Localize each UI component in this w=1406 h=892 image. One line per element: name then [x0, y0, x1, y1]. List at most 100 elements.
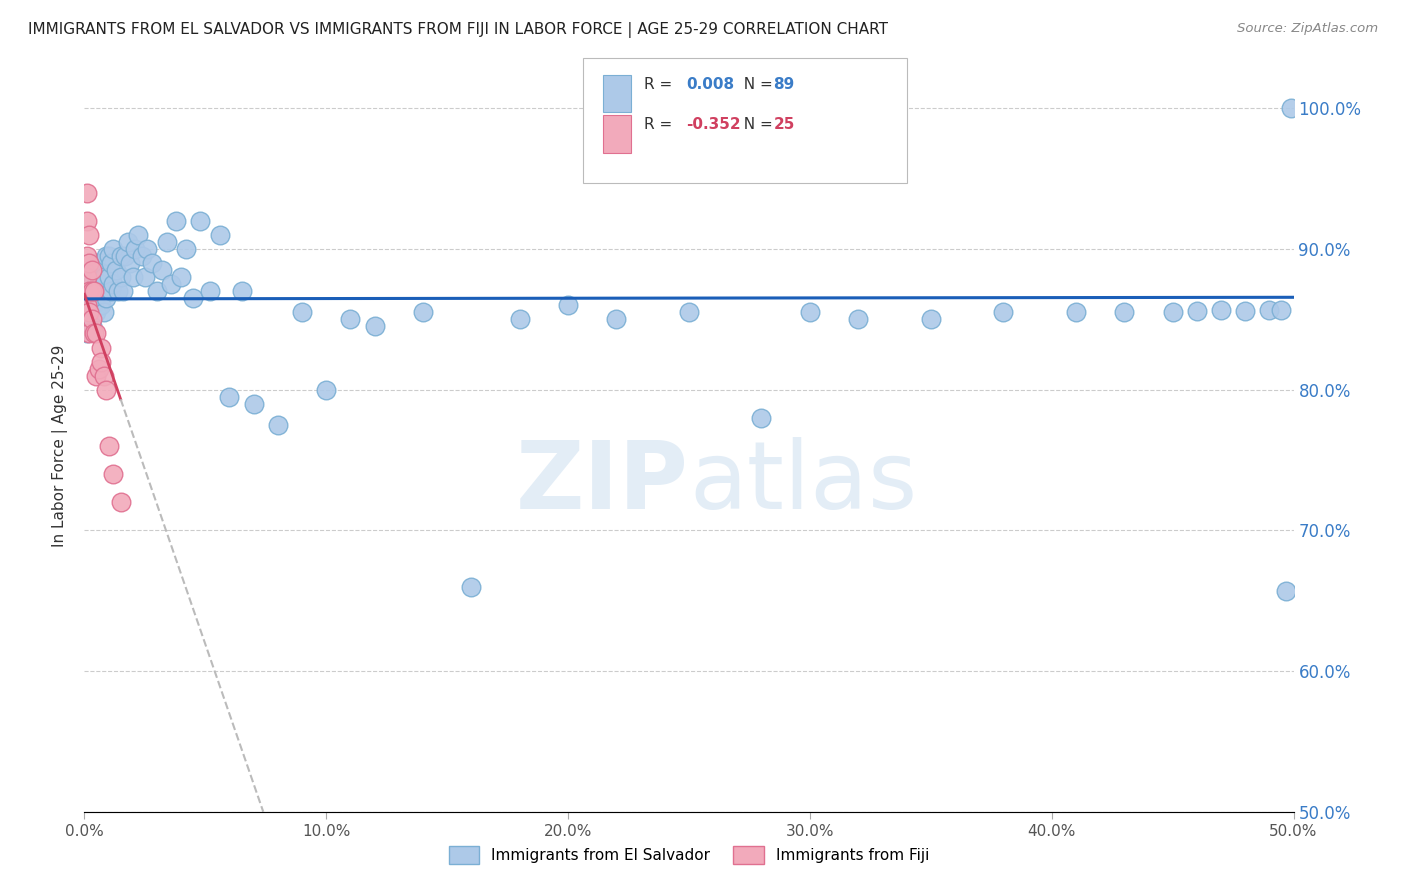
Point: [83, 285, 105, 299]
Point: [80, 270, 103, 285]
Point: [1161, 305, 1184, 319]
Point: [1270, 302, 1292, 317]
Point: [208, 227, 231, 242]
Point: [80, 298, 103, 312]
Point: [76, 298, 98, 312]
Text: 25: 25: [773, 118, 794, 132]
Point: [174, 242, 197, 256]
Text: N =: N =: [734, 118, 778, 132]
Point: [94, 291, 117, 305]
Point: [460, 580, 482, 594]
Point: [94, 383, 117, 397]
Point: [605, 312, 627, 326]
Point: [920, 312, 942, 326]
Point: [1185, 304, 1208, 318]
Point: [77, 305, 100, 319]
Point: [146, 285, 169, 299]
Text: Source: ZipAtlas.com: Source: ZipAtlas.com: [1237, 22, 1378, 36]
Point: [121, 270, 143, 285]
Point: [100, 285, 122, 299]
Point: [93, 285, 115, 299]
Point: [100, 256, 122, 270]
Point: [83, 263, 105, 277]
Text: 0.008: 0.008: [686, 78, 734, 92]
Point: [76, 249, 98, 263]
Point: [267, 417, 290, 432]
Point: [77, 312, 100, 326]
Point: [90, 298, 112, 312]
Point: [1258, 302, 1281, 317]
Point: [104, 263, 127, 277]
Point: [127, 227, 149, 242]
Point: [76, 270, 98, 285]
Point: [110, 495, 132, 509]
Point: [799, 305, 821, 319]
Point: [103, 242, 125, 256]
Point: [77, 285, 100, 299]
Point: [315, 383, 337, 397]
Text: R =: R =: [644, 78, 678, 92]
Point: [80, 319, 103, 334]
Text: -0.352: -0.352: [686, 118, 741, 132]
Point: [76, 298, 98, 312]
Text: N =: N =: [734, 78, 778, 92]
Point: [87, 298, 110, 312]
Point: [1279, 102, 1302, 116]
Point: [83, 298, 105, 312]
Point: [90, 341, 112, 355]
Point: [90, 354, 112, 368]
Y-axis label: In Labor Force | Age 25-29: In Labor Force | Age 25-29: [52, 345, 69, 547]
Point: [86, 256, 108, 270]
Point: [678, 305, 700, 319]
Point: [1275, 583, 1298, 598]
Point: [165, 214, 187, 228]
Point: [103, 467, 125, 482]
Point: [124, 242, 146, 256]
Point: [107, 285, 129, 299]
Point: [198, 285, 221, 299]
Point: [103, 277, 125, 292]
Point: [291, 305, 314, 319]
Point: [993, 305, 1015, 319]
Point: [87, 361, 110, 376]
Point: [557, 298, 579, 312]
Point: [83, 326, 105, 341]
Point: [80, 277, 103, 292]
Point: [83, 285, 105, 299]
Text: IMMIGRANTS FROM EL SALVADOR VS IMMIGRANTS FROM FIJI IN LABOR FORCE | AGE 25-29 C: IMMIGRANTS FROM EL SALVADOR VS IMMIGRANT…: [28, 22, 889, 38]
Point: [170, 270, 193, 285]
Point: [339, 312, 361, 326]
Point: [93, 270, 115, 285]
Point: [80, 312, 103, 326]
Point: [97, 270, 120, 285]
Text: atlas: atlas: [689, 436, 917, 529]
Point: [77, 291, 100, 305]
Point: [76, 326, 98, 341]
Point: [77, 277, 100, 292]
Point: [231, 285, 253, 299]
Point: [1209, 302, 1232, 317]
Point: [110, 270, 132, 285]
Point: [112, 285, 135, 299]
Point: [94, 249, 117, 263]
Point: [77, 305, 100, 319]
Point: [141, 256, 163, 270]
Point: [93, 368, 115, 383]
Point: [86, 368, 108, 383]
Point: [80, 285, 103, 299]
Point: [242, 397, 264, 411]
Point: [117, 235, 139, 249]
Point: [110, 249, 132, 263]
Point: [86, 326, 108, 341]
Point: [160, 277, 183, 292]
Point: [150, 263, 173, 277]
Point: [76, 285, 98, 299]
Text: R =: R =: [644, 118, 678, 132]
Point: [190, 214, 212, 228]
Point: [846, 312, 869, 326]
Text: 89: 89: [773, 78, 794, 92]
Point: [93, 305, 115, 319]
Point: [131, 249, 153, 263]
Point: [363, 319, 385, 334]
Point: [1064, 305, 1087, 319]
